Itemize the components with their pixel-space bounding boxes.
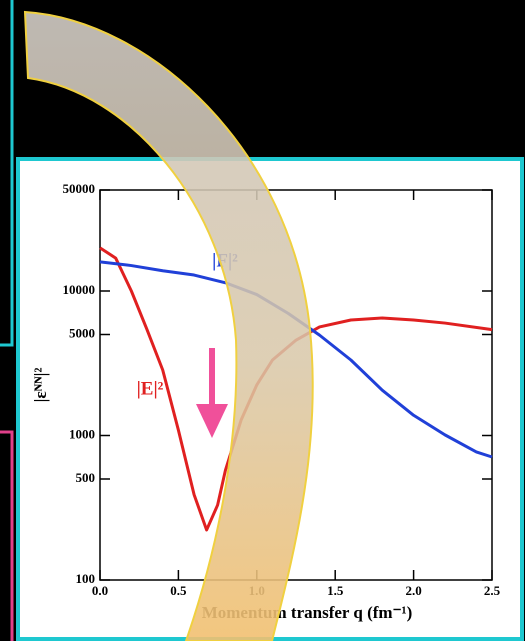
left-panel-edge xyxy=(0,0,14,347)
y-tick-label: 5000 xyxy=(69,325,95,340)
y-axis-label: |ɛᴺᴺ|² xyxy=(31,368,50,403)
x-tick-label: 1.5 xyxy=(327,583,344,598)
left-panel-edge xyxy=(0,430,14,641)
y-tick-label: 10000 xyxy=(63,282,96,297)
y-tick-label: 50000 xyxy=(63,181,96,196)
series-label: |E|² xyxy=(137,378,164,399)
x-tick-label: 0.5 xyxy=(170,583,187,598)
y-tick-label: 1000 xyxy=(69,426,95,441)
y-tick-label: 100 xyxy=(76,571,96,586)
x-tick-label: 2.5 xyxy=(484,583,501,598)
x-tick-label: 0.0 xyxy=(92,583,108,598)
y-tick-label: 500 xyxy=(76,470,96,485)
x-tick-label: 2.0 xyxy=(405,583,421,598)
plot-frame xyxy=(99,189,493,581)
pink-arrow-head xyxy=(196,404,228,438)
